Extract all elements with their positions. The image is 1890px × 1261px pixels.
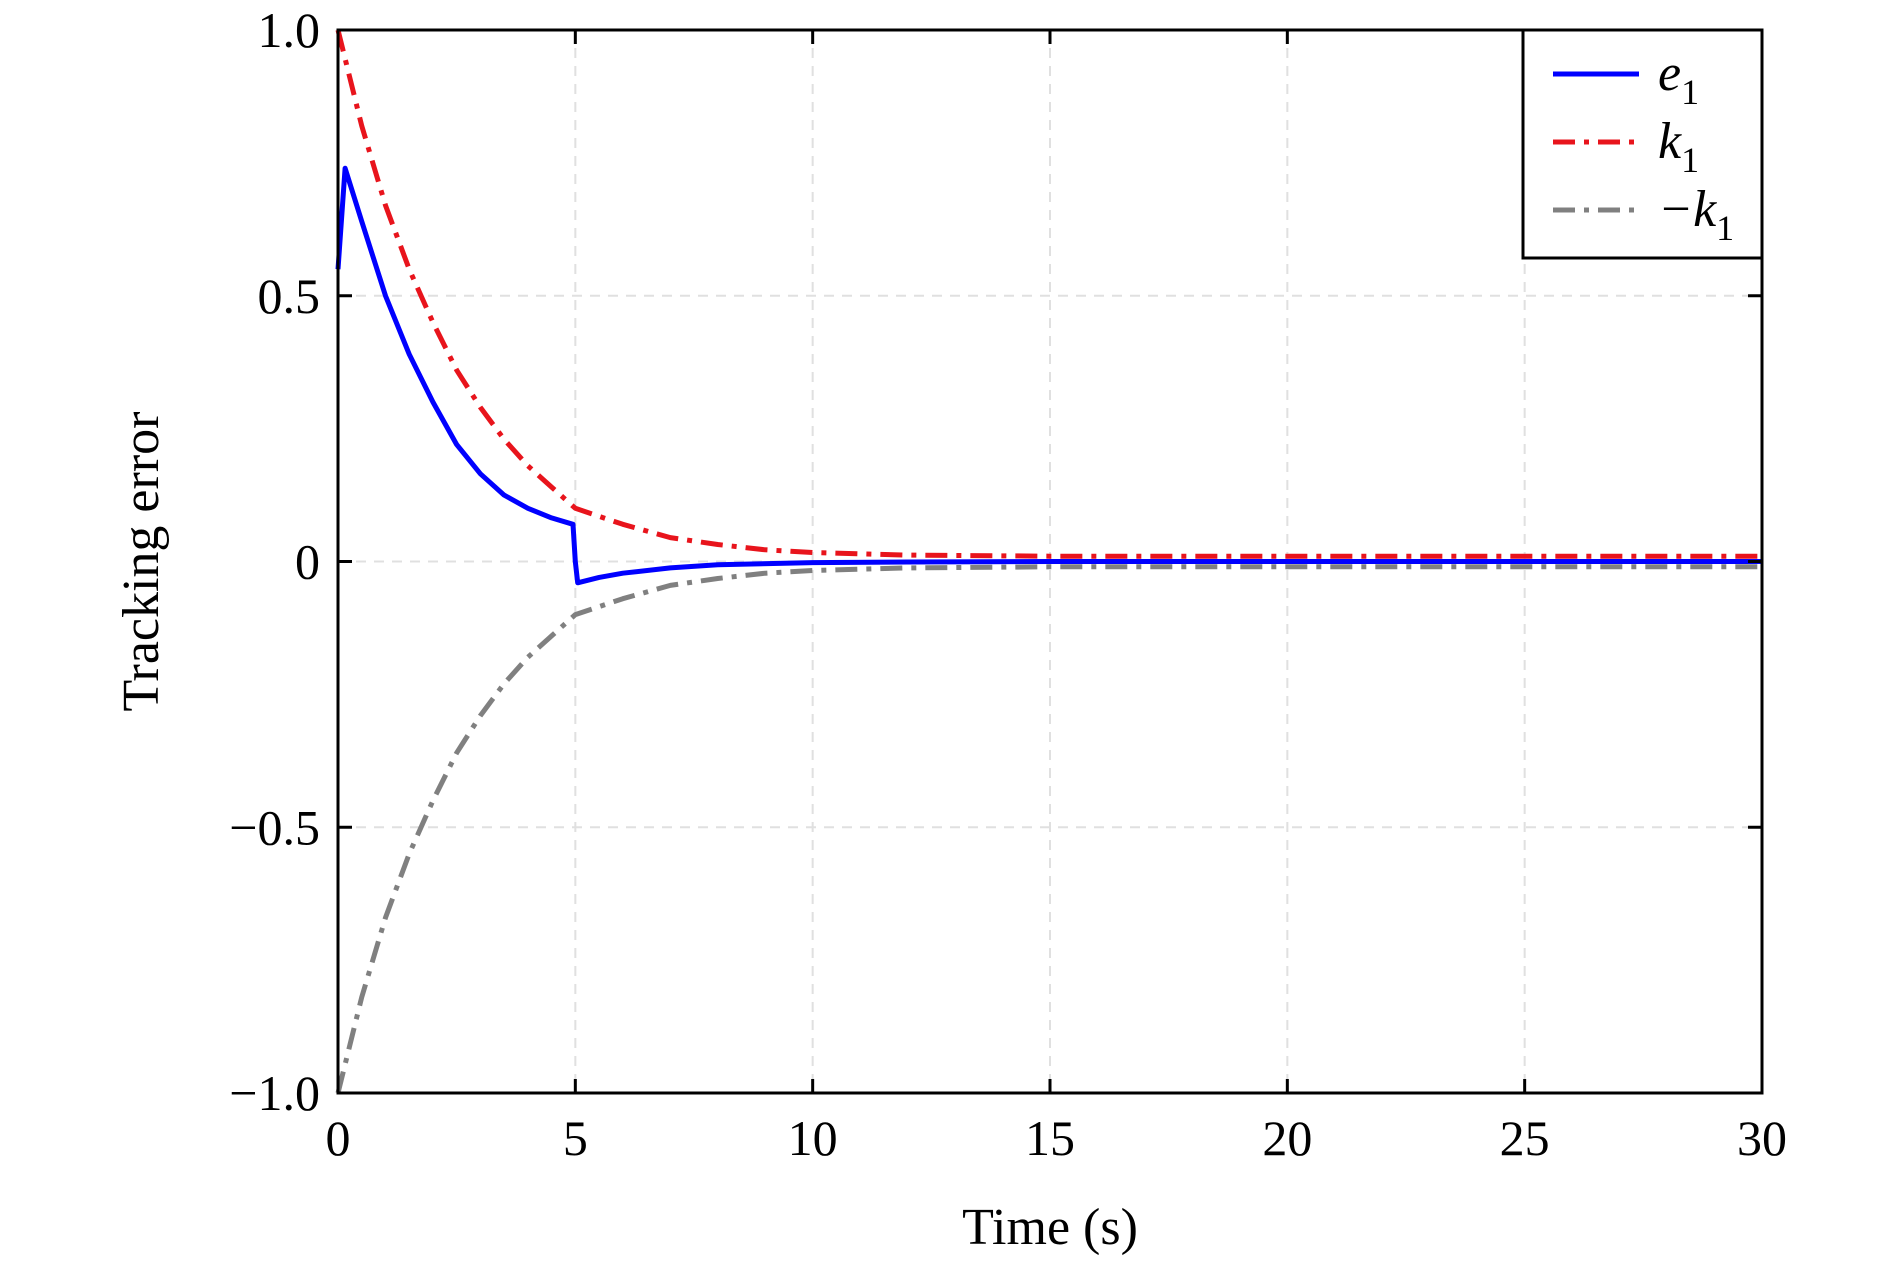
x-tick-label: 0 (326, 1110, 351, 1166)
x-tick-label: 30 (1737, 1110, 1787, 1166)
legend-subscript: 1 (1681, 140, 1699, 180)
x-tick-label: 10 (788, 1110, 838, 1166)
x-tick-label: 15 (1025, 1110, 1075, 1166)
y-tick-label: −0.5 (229, 799, 320, 855)
y-axis-title: Tracking error (113, 412, 170, 712)
series-line-1 (335, 165, 1762, 586)
legend-subscript: 1 (1716, 208, 1734, 248)
y-tick-label: 0 (295, 534, 320, 590)
legend-subscript: 1 (1681, 72, 1699, 112)
ticks: 0 5 10 15 20 25 30 −1.0 −0.5 0 0.5 1.0 (229, 2, 1787, 1166)
y-tick-label: −1.0 (229, 1065, 320, 1121)
y-tick-label: 0.5 (258, 268, 321, 324)
series-line-2 (335, 29, 1762, 559)
x-tick-label: 20 (1262, 1110, 1312, 1166)
series-line-3 (335, 564, 1762, 1094)
legend-label: k1 (1658, 113, 1699, 180)
x-axis-title: Time (s) (962, 1199, 1138, 1256)
y-tick-label: 1.0 (258, 2, 321, 58)
plot-series (335, 29, 1762, 1094)
x-tick-label: 5 (563, 1110, 588, 1166)
x-tick-label: 25 (1500, 1110, 1550, 1166)
